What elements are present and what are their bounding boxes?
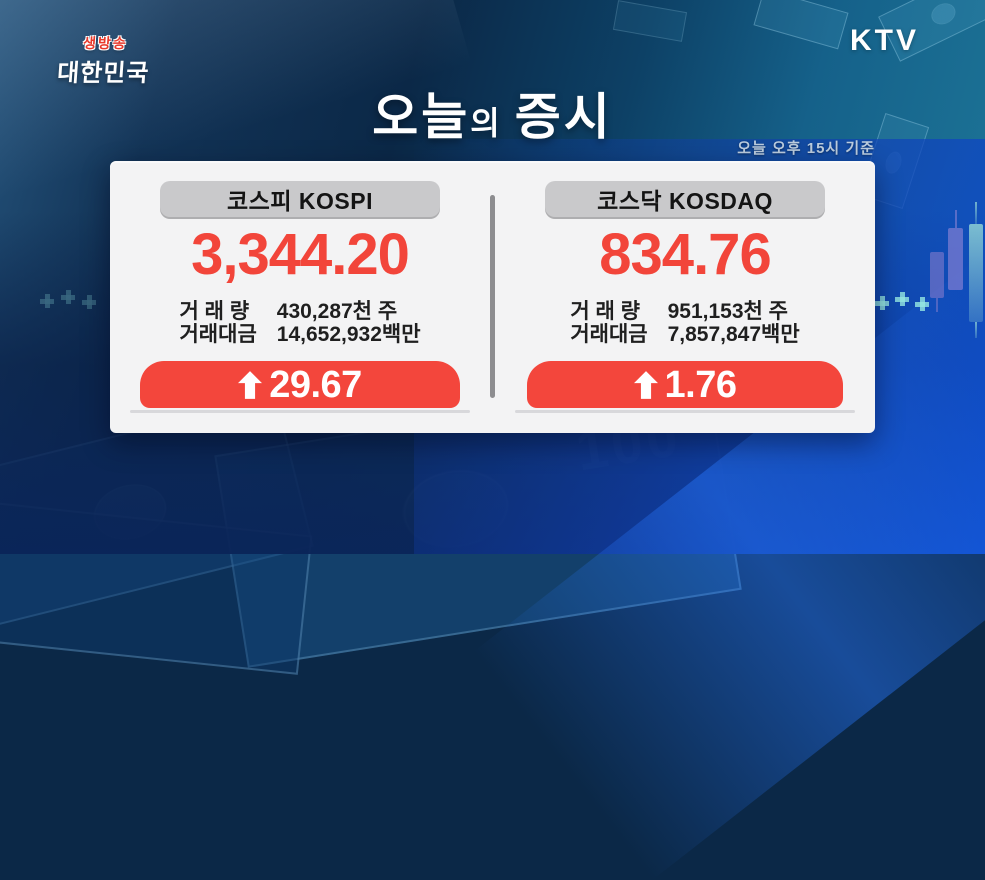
up-arrow-icon (238, 370, 263, 399)
candlestick-decoration (948, 210, 963, 290)
tick-mark-decoration (82, 295, 96, 309)
kosdaq-column: 코스닥 KOSDAQ 834.76 거 래 량 951,153천 주 거래대금 … (495, 161, 875, 433)
kosdaq-data-rows: 거 래 량 951,153천 주 거래대금 7,857,847백만 (570, 301, 799, 346)
station-logo: KTV (850, 24, 919, 57)
candlestick-decoration (969, 202, 983, 338)
kospi-change-badge: 29.67 (140, 361, 460, 408)
title-part-1: 오늘 (372, 89, 471, 145)
candlestick-decoration (930, 252, 944, 312)
kosdaq-index-value: 834.76 (599, 222, 771, 287)
kosdaq-volume-value: 951,153천 주 (667, 300, 788, 323)
tick-mark-decoration (61, 290, 75, 304)
title-particle: 의 (470, 105, 503, 141)
program-logo-bottom-text: 대한민국 (56, 60, 151, 87)
kospi-value-label: 거래대금 (179, 323, 257, 346)
kospi-volume-label: 거 래 량 (179, 300, 250, 323)
kosdaq-change-badge: 1.76 (527, 361, 843, 408)
kosdaq-change-value: 1.76 (664, 363, 737, 406)
kosdaq-header-pill: 코스닥 KOSDAQ (545, 181, 825, 217)
up-arrow-icon (633, 370, 658, 399)
title-part-2: 증시 (514, 89, 613, 145)
tick-mark-decoration (895, 292, 909, 306)
kospi-data-rows: 거 래 량 430,287천 주 거래대금 14,652,932백만 (179, 301, 420, 346)
kosdaq-value-label: 거래대금 (570, 323, 648, 346)
markets-panel: 코스피 KOSPI 3,344.20 거 래 량 430,287천 주 거래대금… (110, 161, 875, 433)
kosdaq-value-value: 7,857,847백만 (667, 323, 800, 346)
tick-mark-decoration (875, 296, 889, 310)
program-logo: 생방송 대한민국 (56, 33, 152, 88)
badge-underline (515, 410, 855, 413)
program-logo-top-text: 생방송 (82, 35, 129, 51)
kospi-value-value: 14,652,932백만 (276, 323, 421, 346)
panel-divider (490, 195, 495, 398)
badge-underline (130, 410, 470, 413)
kospi-volume-value: 430,287천 주 (276, 300, 398, 323)
kospi-change-value: 29.67 (269, 363, 362, 406)
kospi-header-pill: 코스피 KOSPI (160, 181, 440, 217)
kospi-index-value: 3,344.20 (191, 222, 410, 287)
page-title: 오늘의 증시 (0, 92, 985, 142)
timestamp-caption: 오늘 오후 15시 기준 (737, 140, 875, 157)
tick-mark-decoration (915, 297, 929, 311)
tick-mark-decoration (40, 294, 54, 308)
kosdaq-volume-label: 거 래 량 (570, 300, 640, 323)
kospi-column: 코스피 KOSPI 3,344.20 거 래 량 430,287천 주 거래대금… (110, 161, 490, 433)
